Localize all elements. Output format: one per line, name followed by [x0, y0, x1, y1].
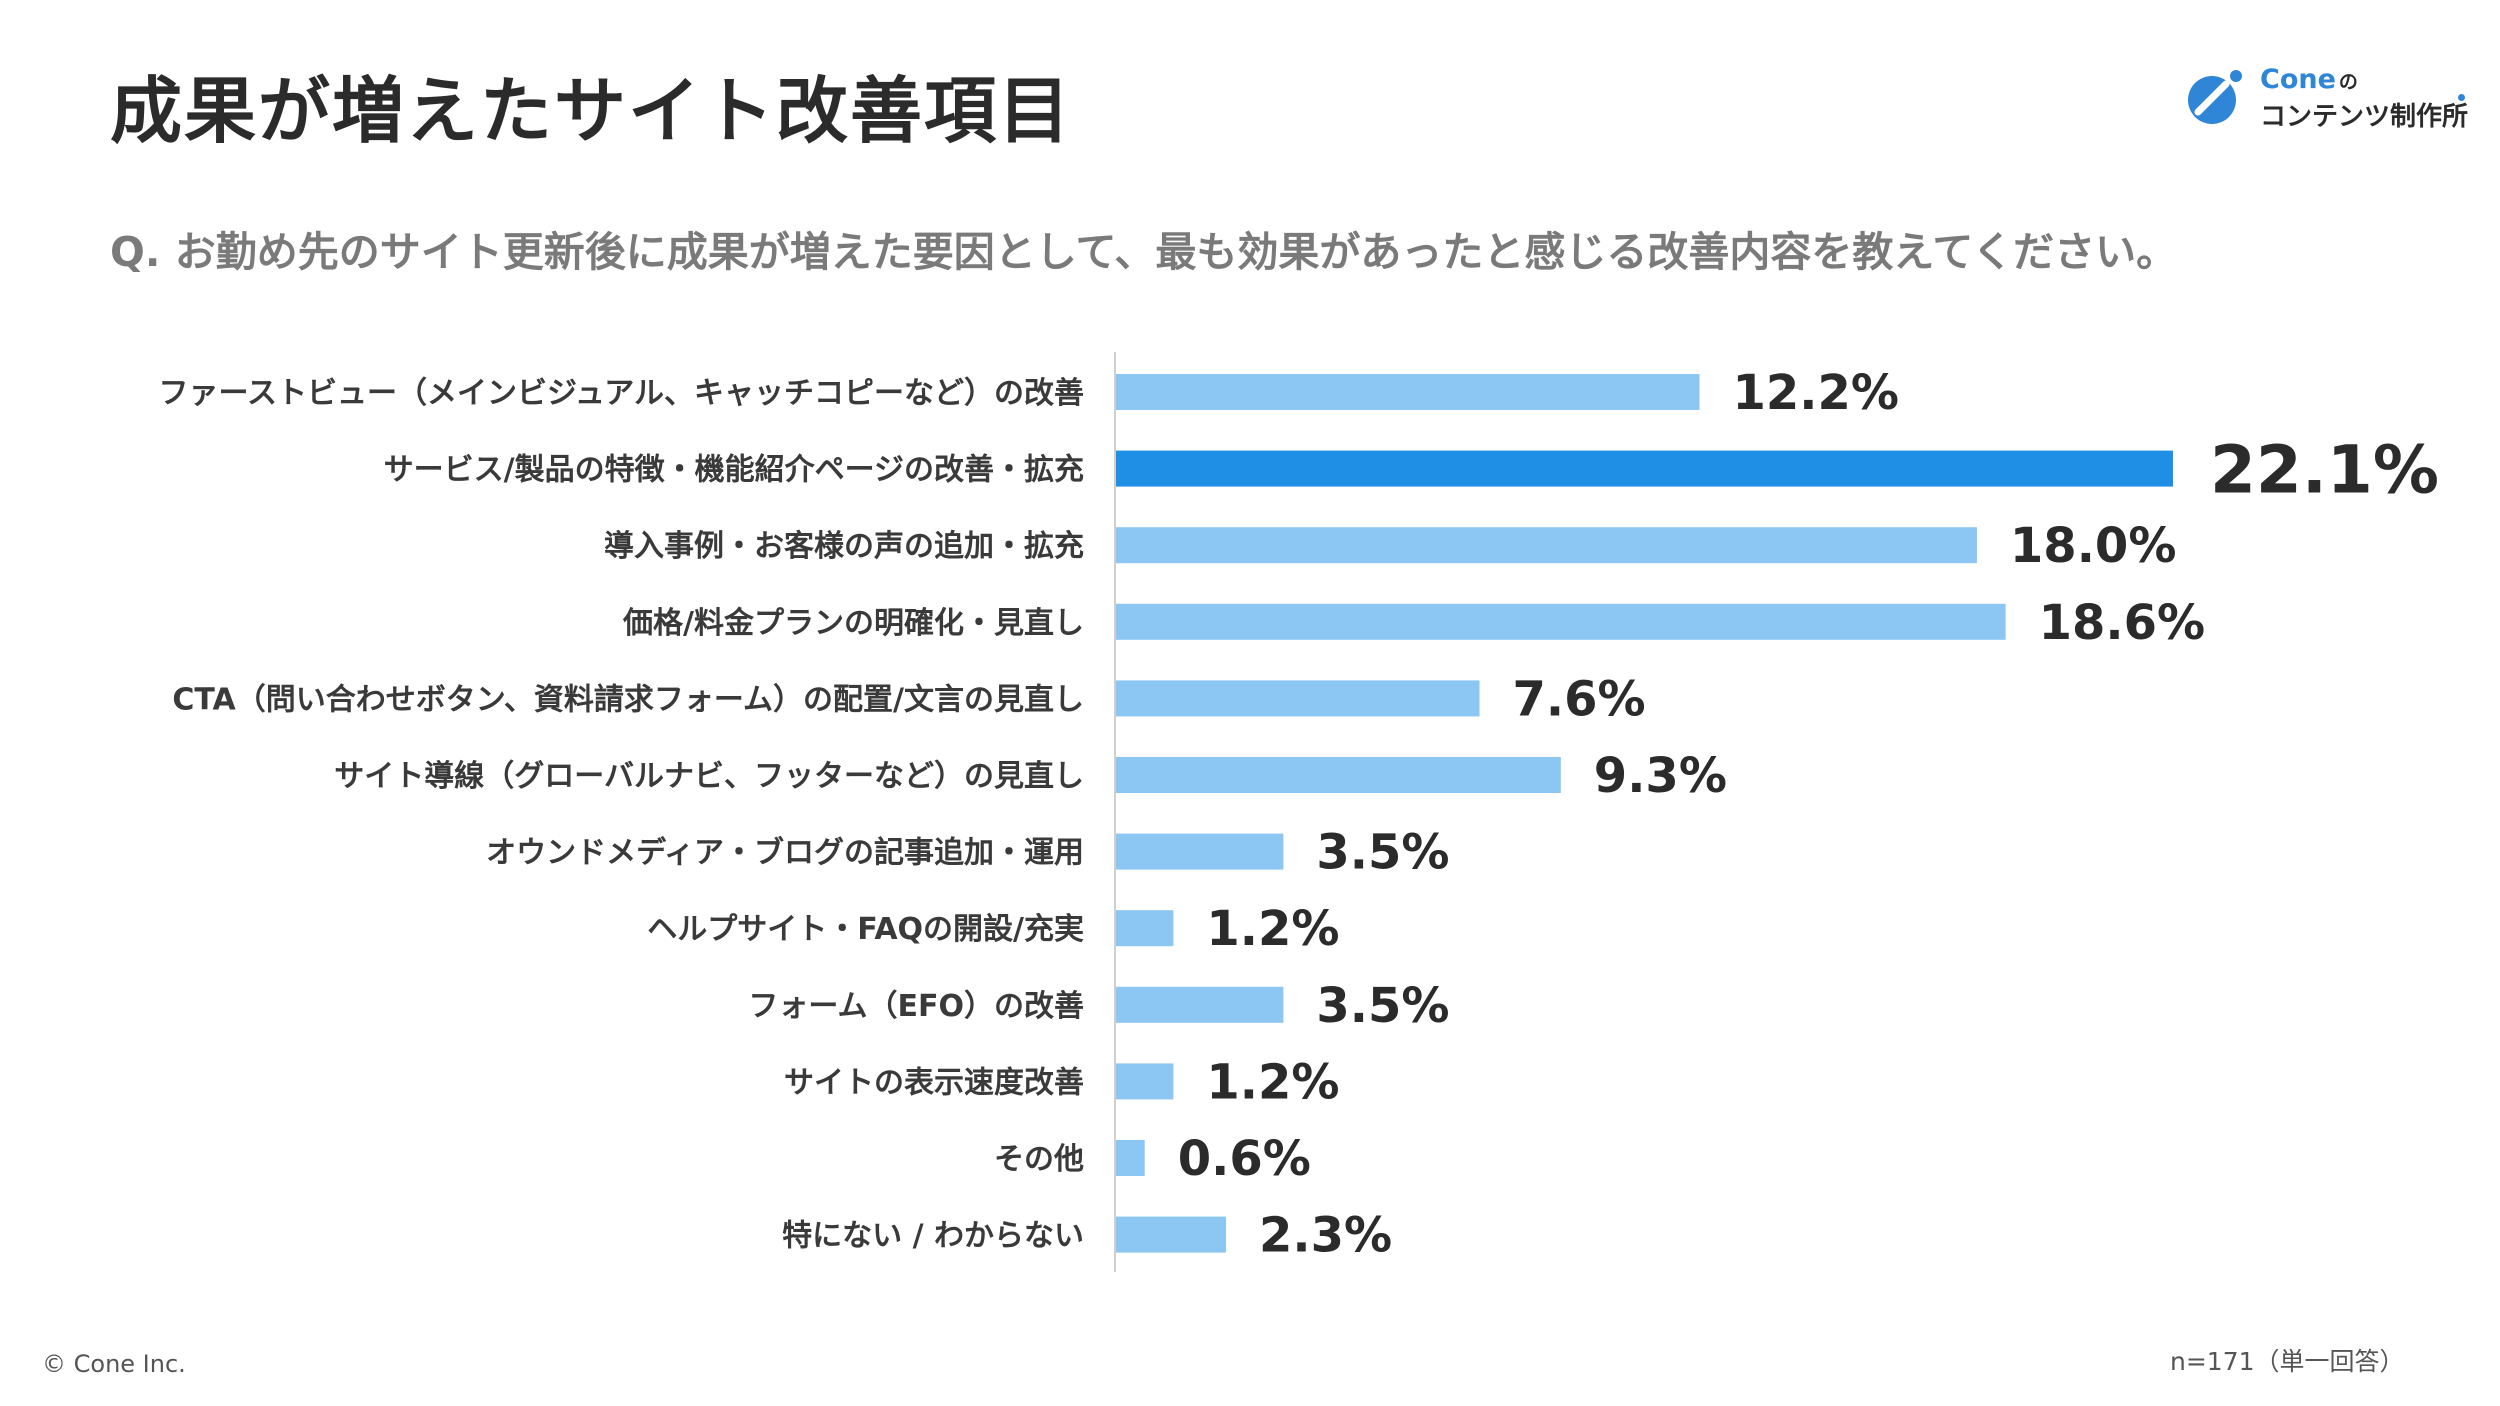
value-label: 1.2% — [1206, 1054, 1339, 1110]
category-label: 特にない / わからない — [782, 1219, 1084, 1254]
value-label: 3.5% — [1316, 978, 1449, 1034]
logo-accent-dot — [2458, 94, 2465, 101]
survey-question: Q. お勤め先のサイト更新後に成果が増えた要因として、最も効果があったと感じる改… — [110, 228, 2178, 276]
value-label: 1.2% — [1206, 901, 1339, 957]
value-label: 22.1% — [2210, 432, 2439, 509]
value-label: 7.6% — [1512, 671, 1645, 727]
bar — [1116, 757, 1561, 793]
category-label: ヘルプサイト・FAQの開設/充実 — [647, 912, 1084, 947]
category-label: サイト導線（グローバルナビ、フッターなど）の見直し — [334, 759, 1084, 794]
copyright: © Cone Inc. — [42, 1350, 186, 1378]
bar — [1116, 986, 1284, 1023]
value-label: 3.5% — [1316, 825, 1449, 881]
logo-brand-text: Cone の — [2260, 64, 2358, 95]
category-label: 価格/料金プランの明確化・見直し — [622, 606, 1084, 641]
value-label: 18.6% — [2039, 595, 2206, 651]
bar — [1116, 910, 1174, 947]
bar — [1116, 1216, 1227, 1253]
category-label: CTA（問い合わせボタン、資料請求フォーム）の配置/文言の見直し — [172, 682, 1084, 717]
category-label: フォーム（EFO）の改善 — [748, 989, 1084, 1024]
category-label: その他 — [994, 1142, 1084, 1177]
sample-note: n=171（単一回答） — [2170, 1347, 2405, 1376]
category-label: サービス/製品の特徴・機能紹介ページの改善・拡充 — [384, 453, 1084, 488]
logo-brand-suffix: の — [2338, 71, 2358, 93]
bar — [1116, 1140, 1145, 1176]
category-label: サイトの表示速度改善 — [784, 1065, 1084, 1100]
category-label: 導入事例・お客様の声の追加・拡充 — [604, 529, 1084, 564]
value-label: 0.6% — [1178, 1131, 1311, 1187]
bar — [1116, 833, 1284, 870]
bar — [1116, 374, 1700, 410]
bar — [1116, 603, 2006, 640]
bar — [1116, 680, 1480, 717]
value-label: 2.3% — [1259, 1208, 1392, 1264]
category-label: ファーストビュー（メインビジュアル、キャッチコピーなど）の改善 — [159, 376, 1085, 411]
brand-logo: Cone の コンテンツ制作所 — [2180, 62, 2470, 132]
value-label: 18.0% — [2010, 518, 2177, 574]
page-title: 成果が増えたサイト改善項目 — [110, 69, 1073, 153]
logo-brand-name: Cone — [2260, 64, 2336, 95]
bar — [1116, 1063, 1174, 1100]
bar-highlighted — [1116, 450, 2173, 487]
value-label: 12.2% — [1733, 365, 1900, 421]
bar — [1116, 527, 1977, 564]
value-label: 9.3% — [1594, 748, 1727, 804]
cone-logo-icon — [2188, 70, 2242, 124]
category-label: オウンドメディア・ブログの記事追加・運用 — [486, 836, 1084, 871]
logo-subtitle: コンテンツ制作所 — [2260, 102, 2469, 132]
